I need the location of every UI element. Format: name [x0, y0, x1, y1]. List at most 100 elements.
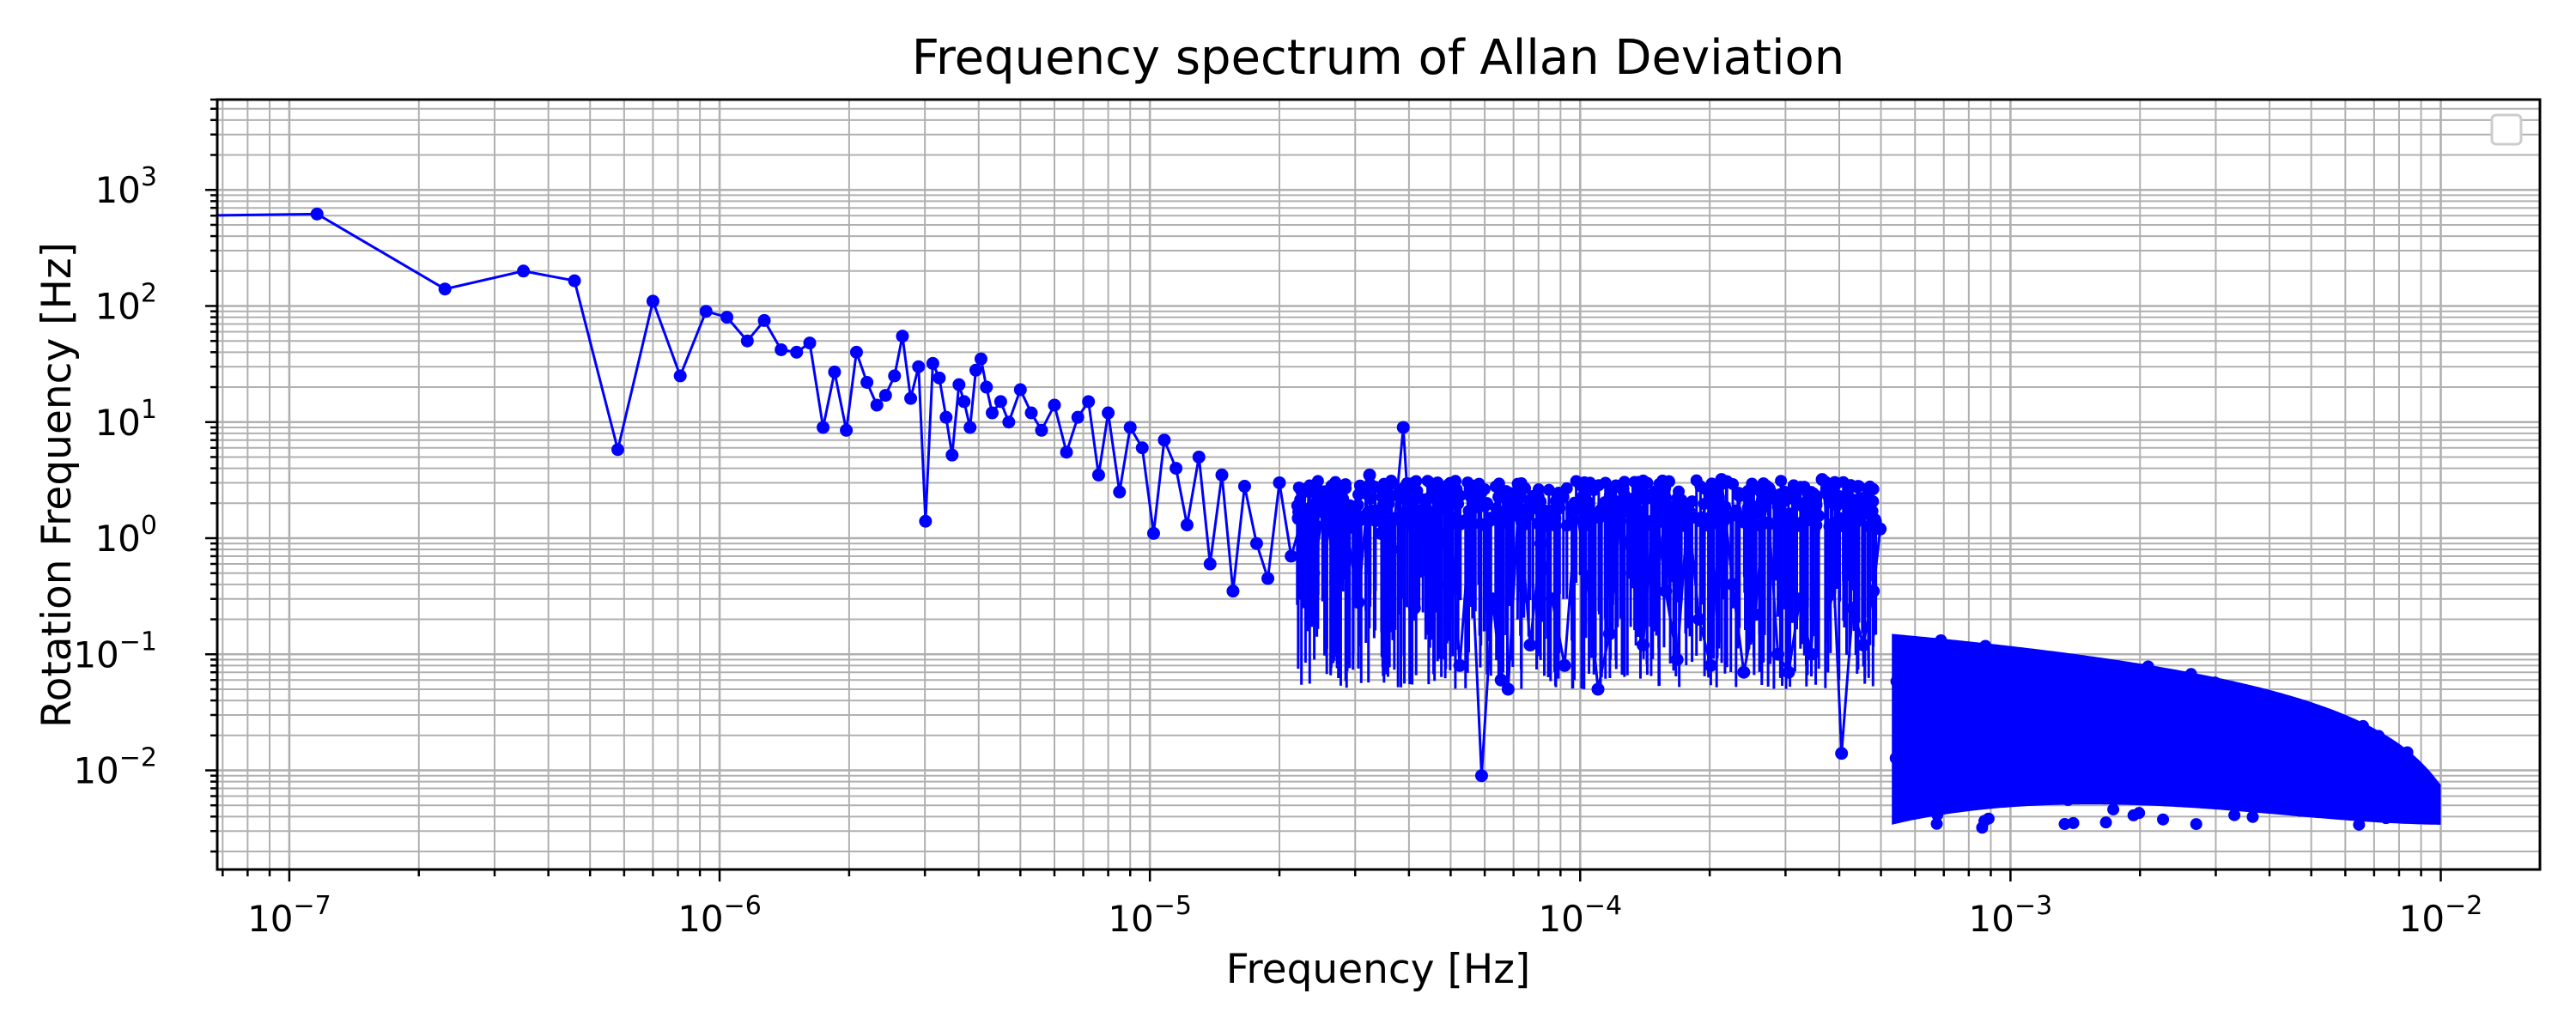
band-point [2127, 759, 2140, 772]
band-point [2180, 778, 2193, 791]
noise-point [1329, 491, 1342, 504]
band-point [2378, 797, 2391, 809]
data-point [1249, 536, 1263, 550]
band-point [2133, 700, 2146, 713]
band-point [2246, 810, 2259, 823]
data-point [1659, 585, 1673, 598]
noise-point [1634, 516, 1647, 529]
data-point [1363, 468, 1376, 482]
band-point [2075, 781, 2087, 794]
x-tick-label: 10−7 [247, 891, 331, 940]
x-tick-label: 10−3 [1969, 891, 2053, 940]
noise-point [1523, 494, 1536, 506]
data-point [878, 389, 892, 403]
data-point [1024, 406, 1038, 420]
band-point [2257, 798, 2269, 811]
band-point [2228, 809, 2241, 821]
noise-point [1690, 474, 1703, 487]
noise-point [1478, 482, 1491, 495]
band-point [2254, 782, 2267, 795]
data-point [699, 305, 713, 318]
x-tick-label: 10−5 [1108, 891, 1192, 940]
data-point [1215, 468, 1229, 482]
band-point [2012, 708, 2025, 721]
band-point [1914, 751, 1927, 764]
band-point [1958, 689, 1971, 702]
noise-point [1704, 488, 1716, 501]
band-point [2032, 651, 2044, 663]
data-point [775, 342, 788, 356]
band-point [2095, 661, 2108, 674]
data-point [933, 371, 946, 385]
band-point [1935, 634, 1947, 647]
noise-point [1837, 520, 1850, 533]
band-point [2037, 718, 2050, 730]
noise-point [1343, 512, 1356, 525]
data-point [1815, 473, 1829, 487]
data-point [817, 421, 830, 434]
band-point [2053, 662, 2066, 675]
band-point [2414, 780, 2427, 793]
band-point [1932, 791, 1945, 803]
data-point [310, 207, 324, 221]
band-point [2184, 668, 2197, 681]
y-tick-label: 10−2 [73, 743, 157, 792]
data-point [1523, 639, 1537, 652]
band-point [2012, 671, 2025, 684]
noise-point [1500, 485, 1513, 498]
data-point [945, 448, 959, 462]
noise-point [1501, 502, 1514, 515]
band-point [1970, 678, 1983, 691]
noise-point [1837, 496, 1850, 509]
data-point [1545, 592, 1558, 606]
band-point [2126, 682, 2139, 695]
band-point [1905, 747, 1917, 760]
data-point [1307, 566, 1321, 580]
data-point [1692, 613, 1706, 627]
band-point [1928, 654, 1941, 667]
band-point [1930, 817, 1943, 830]
data-point [896, 330, 909, 343]
data-point [1352, 596, 1365, 609]
band-point [1986, 700, 1999, 713]
band-point [2215, 762, 2227, 775]
data-point [1570, 501, 1583, 515]
band-point [1949, 776, 1962, 789]
band-point [2287, 757, 2300, 770]
data-point [957, 395, 971, 409]
data-point [1591, 682, 1605, 696]
data-point [1328, 575, 1342, 589]
y-tick-label: 10−1 [73, 627, 157, 676]
band-point [2133, 749, 2146, 762]
band-point [2391, 768, 2403, 781]
data-point [1318, 492, 1332, 506]
band-point [2075, 749, 2087, 762]
noise-point [1515, 476, 1528, 489]
data-point [1123, 421, 1137, 434]
band-point [2319, 805, 2332, 818]
band-point [2370, 750, 2383, 763]
data-point [1002, 415, 1016, 429]
noise-point [1863, 480, 1876, 493]
data-point [1113, 485, 1127, 499]
band-point [1902, 706, 1915, 718]
data-point [1463, 518, 1477, 532]
band-point [2014, 688, 2026, 700]
data-point [720, 311, 734, 324]
band-point [2376, 767, 2389, 780]
noise-point [1585, 506, 1598, 519]
band-point [2069, 763, 2081, 776]
noise-point [1295, 485, 1308, 498]
noise-point [1544, 510, 1557, 523]
data-point [926, 356, 939, 370]
data-point [1501, 682, 1515, 696]
data-point [1826, 566, 1840, 580]
data-point [1704, 658, 1717, 672]
band-point [1976, 821, 1989, 834]
noise-point [1659, 482, 1672, 495]
band-point [1918, 680, 1931, 693]
data-point [1846, 601, 1860, 615]
noise-point [1492, 477, 1505, 490]
band-point [2037, 759, 2050, 772]
data-point [1091, 468, 1105, 482]
